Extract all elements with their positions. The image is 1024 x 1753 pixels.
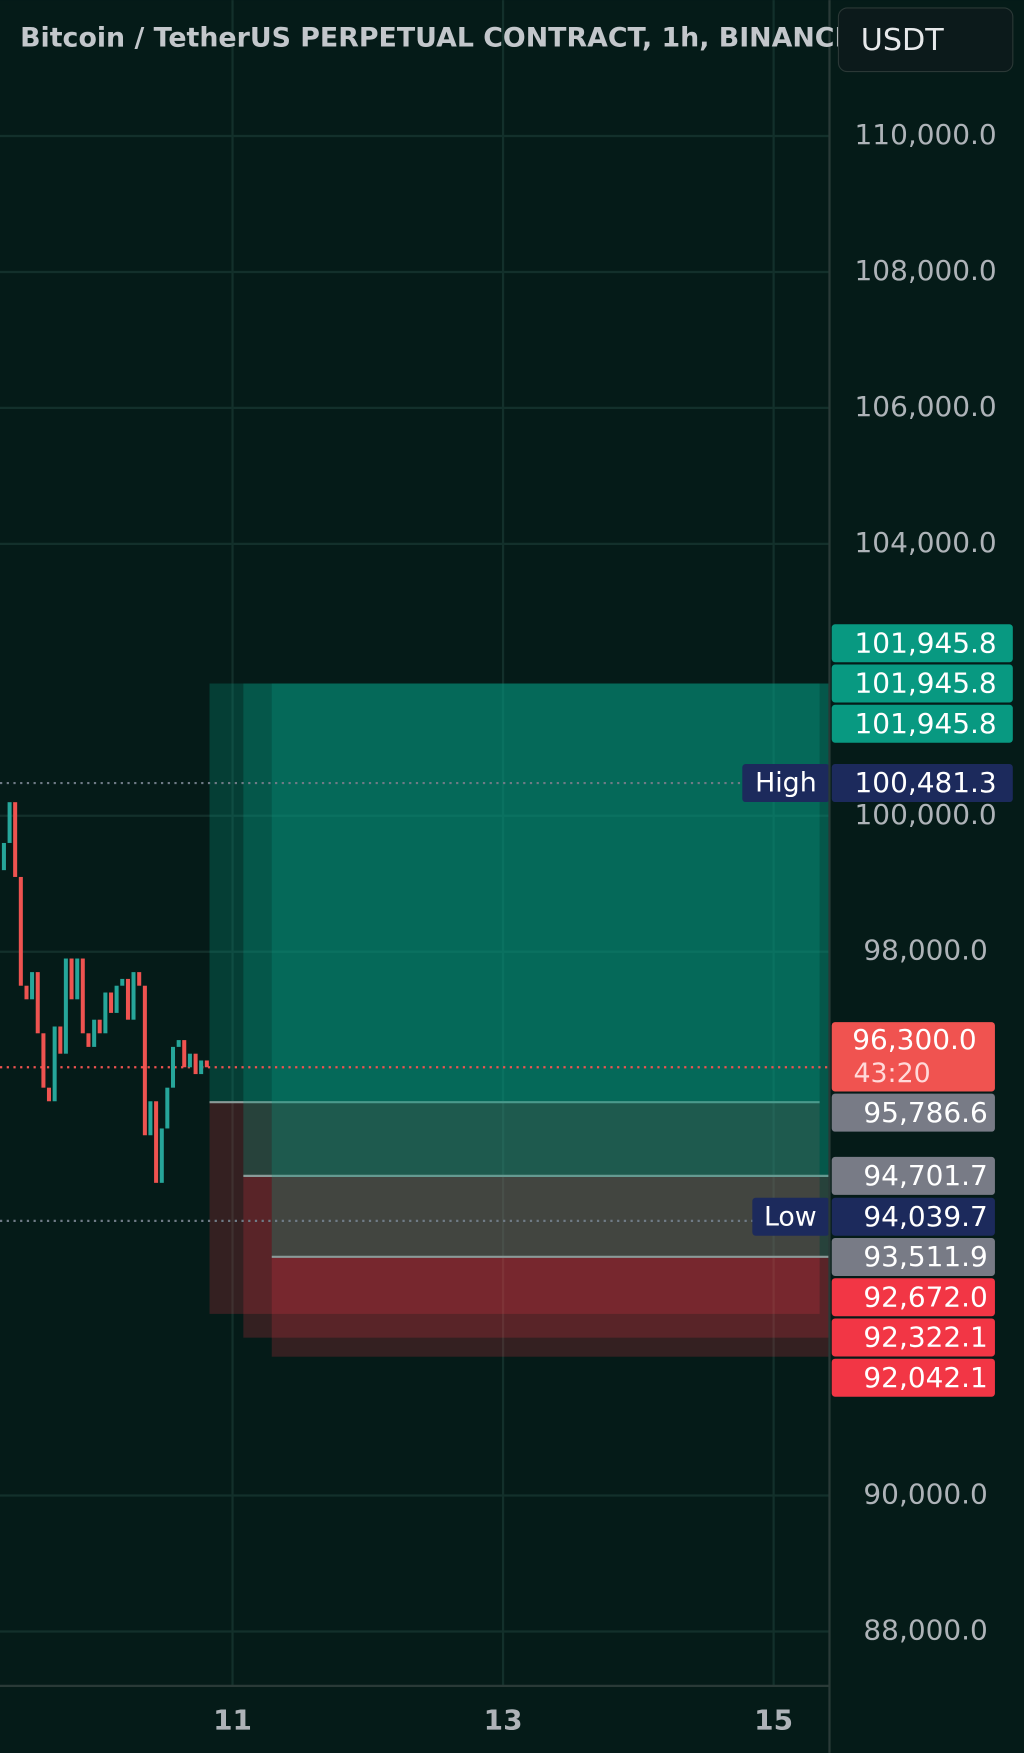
price-label: 92,672.0: [863, 1280, 987, 1313]
y-tick-label: 98,000.0: [863, 934, 987, 967]
target-zone: [209, 683, 820, 1103]
candle-body: [24, 985, 29, 1000]
candle-body: [13, 802, 18, 877]
candle-body: [159, 1128, 164, 1183]
price-label-box: [831, 664, 1013, 703]
candle-body: [58, 1026, 63, 1054]
candle-body: [46, 1087, 51, 1102]
grid: [0, 0, 830, 1686]
candle-body: [103, 992, 108, 1034]
x-tick-label: 13: [484, 1704, 523, 1737]
candle-body: [80, 958, 85, 1034]
candle-body: [41, 1033, 46, 1088]
price-label-box: [831, 1237, 995, 1276]
candle-body: [114, 985, 119, 1013]
candle-body: [125, 978, 130, 1020]
y-tick-label: 104,000.0: [855, 526, 997, 559]
price-label: 92,042.1: [863, 1361, 987, 1394]
price-label-box: [831, 1318, 995, 1357]
y-tick-label: 88,000.0: [863, 1613, 987, 1646]
candle-body: [86, 1033, 91, 1047]
y-tick-label: 106,000.0: [855, 390, 997, 423]
candle-body: [148, 1101, 153, 1136]
countdown-label: 43:20: [853, 1058, 930, 1089]
candle-body: [52, 1026, 57, 1102]
candle-body: [193, 1053, 198, 1075]
chart-title: Bitcoin / TetherUS PERPETUAL CONTRACT, 1…: [20, 23, 853, 54]
price-label-box: [831, 1156, 995, 1195]
candle-body: [142, 985, 147, 1136]
x-tick-label: 15: [754, 1704, 793, 1737]
candle-body: [165, 1087, 170, 1129]
price-axis: 88,000.0 90,000.0 98,000.0 100,000.0 104,000…: [213, 118, 1013, 1737]
target-zone: [271, 683, 830, 1257]
price-label-box: [831, 624, 1013, 663]
target-zone: [243, 683, 830, 1176]
candle-body: [176, 1040, 181, 1047]
marker-tag-box: [752, 1197, 830, 1236]
candle-body: [7, 802, 12, 843]
price-label: 100,481.3: [855, 766, 997, 799]
price-label-box: [831, 1093, 995, 1132]
currency-button[interactable]: [837, 7, 1014, 73]
price-label: 101,945.8: [855, 667, 997, 700]
candle-body: [92, 1019, 97, 1047]
price-label-box: [831, 1358, 995, 1397]
price-label: 92,322.1: [863, 1321, 987, 1354]
stop-zone: [209, 1102, 820, 1314]
candle-body: [131, 972, 136, 1020]
marker-tag: High: [755, 768, 817, 799]
candle-body: [18, 876, 23, 986]
candle-body: [109, 992, 114, 1013]
price-label: 101,945.8: [855, 626, 997, 659]
currency-label[interactable]: USDT: [861, 23, 944, 58]
price-label-box: [831, 764, 1013, 803]
candle-body: [1, 842, 6, 871]
candle-body: [69, 958, 74, 1000]
candle-body: [204, 1060, 209, 1068]
candle-body: [171, 1046, 176, 1088]
candle-body: [35, 972, 40, 1034]
candle-body: [187, 1053, 192, 1068]
price-label-box: [831, 1197, 995, 1236]
candle-body: [75, 958, 80, 1000]
price-label-box: [831, 1278, 995, 1317]
stop-zone: [271, 1256, 830, 1357]
y-tick-label: 108,000.0: [855, 254, 997, 287]
y-tick-label: 100,000.0: [855, 798, 997, 831]
price-label: 96,300.0: [852, 1023, 976, 1056]
candle-body: [199, 1060, 204, 1075]
plot: [0, 683, 830, 1357]
price-label: 101,945.8: [855, 707, 997, 740]
candle-body: [182, 1040, 187, 1068]
candle-body: [154, 1101, 159, 1183]
price-label: 94,701.7: [863, 1159, 987, 1192]
y-tick-label: 90,000.0: [863, 1478, 987, 1511]
price-label: 93,511.9: [863, 1240, 987, 1273]
candle-body: [120, 978, 125, 986]
price-label-box: [831, 704, 1013, 743]
marker-tag: Low: [764, 1201, 817, 1232]
candle-body: [63, 958, 68, 1054]
candle-body: [137, 972, 142, 986]
price-label: 94,039.7: [863, 1200, 987, 1233]
candle-body: [97, 1019, 102, 1034]
x-tick-label: 11: [213, 1704, 252, 1737]
marker-tag-box: [742, 764, 830, 803]
candle-body: [30, 972, 35, 1000]
y-tick-label: 110,000.0: [855, 118, 997, 151]
price-label-box: [831, 1022, 995, 1092]
price-label: 95,786.6: [863, 1096, 987, 1129]
